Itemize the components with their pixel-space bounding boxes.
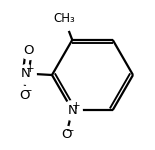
- Text: O: O: [24, 44, 34, 57]
- Text: −: −: [66, 126, 75, 136]
- Text: −: −: [24, 86, 33, 96]
- Text: O: O: [19, 89, 29, 102]
- Text: CH₃: CH₃: [53, 12, 75, 25]
- Text: N: N: [67, 103, 77, 117]
- Text: +: +: [26, 64, 34, 74]
- Text: O: O: [61, 128, 71, 141]
- Text: +: +: [72, 101, 81, 111]
- Text: N: N: [21, 67, 31, 80]
